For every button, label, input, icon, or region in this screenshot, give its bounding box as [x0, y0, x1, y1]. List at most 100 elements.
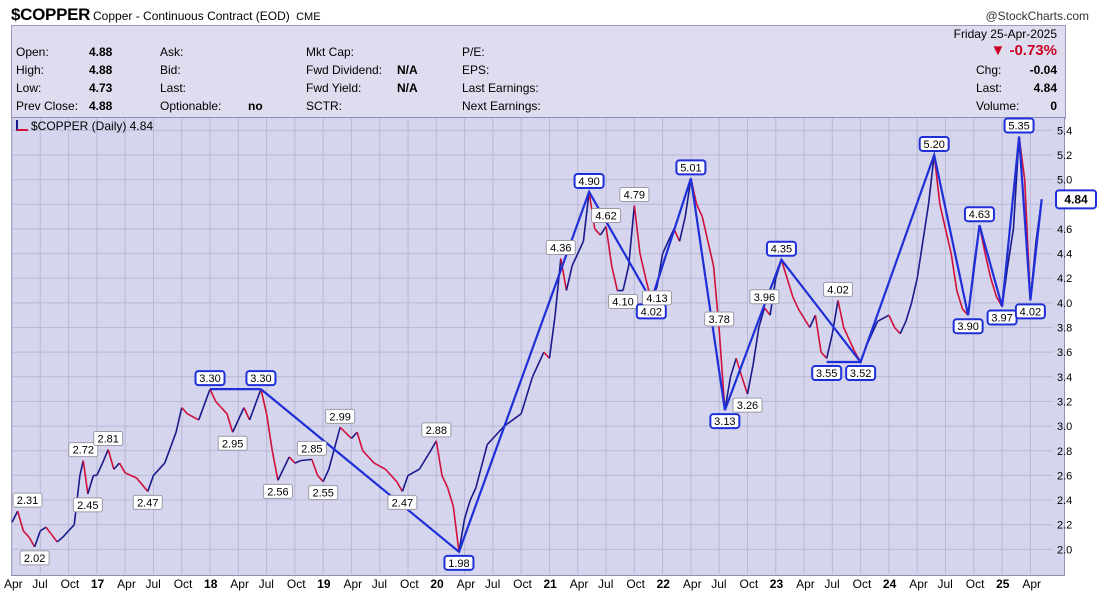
legend-text: $COPPER (Daily) 4.84: [31, 119, 154, 133]
price-label-box: [608, 294, 639, 310]
price-segment: [384, 468, 398, 483]
price-segment: [231, 407, 245, 433]
price-label: 5.35: [1008, 120, 1029, 132]
y-tick-label: 2.8: [1057, 446, 1072, 458]
x-tick-label: Apr: [570, 577, 589, 591]
x-tick-label: Jul: [824, 577, 839, 591]
price-segment: [763, 307, 771, 316]
price-segment: [96, 462, 104, 476]
last-value-box: [1055, 189, 1097, 210]
price-segment: [209, 388, 217, 402]
y-tick-label: 2.6: [1057, 470, 1072, 482]
price-segment: [984, 253, 992, 279]
price-segment: [956, 290, 964, 310]
price-segment: [877, 314, 890, 323]
price-segment: [260, 388, 268, 414]
label-high: High:: [16, 63, 45, 77]
price-label: 4.35: [771, 244, 792, 256]
price-label: 2.95: [222, 438, 243, 450]
swing-label-box: [675, 159, 707, 176]
price-label-box: [387, 494, 418, 510]
price-label-box: [68, 442, 99, 458]
price-segment: [741, 376, 749, 395]
price-label: 2.81: [97, 434, 118, 446]
x-tick-label: Apr: [343, 577, 362, 591]
price-label-box: [72, 497, 103, 513]
price-label: 4.13: [646, 293, 667, 305]
price-segment: [661, 240, 670, 254]
label-last: Last:: [976, 81, 1003, 95]
price-segment: [28, 536, 36, 548]
price-segment: [373, 462, 386, 470]
x-tick-label: Jul: [145, 577, 160, 591]
price-segment: [187, 413, 200, 421]
price-segment: [118, 462, 126, 474]
price-segment: [181, 407, 188, 415]
value-volume: 0: [1050, 99, 1057, 113]
price-label: 3.30: [250, 373, 271, 385]
swing-label-box: [845, 365, 877, 382]
price-segment: [780, 259, 788, 279]
value-prev-close: 4.88: [89, 99, 113, 113]
price-segment: [407, 468, 420, 477]
price-segment: [124, 472, 137, 479]
price-label: 2.99: [329, 411, 350, 423]
price-label: 2.55: [312, 488, 333, 500]
price-segment: [910, 278, 918, 304]
x-tick-label: 24: [883, 577, 897, 591]
price-segment: [701, 216, 709, 242]
price-segment: [452, 506, 460, 552]
y-tick-label: 2.2: [1057, 520, 1072, 532]
swing-label-box: [1003, 117, 1035, 134]
y-tick-label: 3.8: [1057, 323, 1072, 335]
price-label-box: [325, 408, 356, 424]
price-segment: [944, 228, 952, 254]
x-tick-label: Oct: [739, 577, 758, 591]
price-segment: [786, 277, 794, 297]
price-label: 5.01: [680, 162, 701, 174]
x-tick-label: Oct: [400, 577, 419, 591]
chart-legend: $COPPER (Daily) 4.84: [16, 119, 153, 133]
price-label-box: [591, 207, 622, 223]
price-segment: [990, 277, 998, 297]
value-high: 4.88: [89, 63, 113, 77]
x-tick-label: Jul: [32, 577, 47, 591]
x-tick-label: 19: [317, 577, 331, 591]
price-segment: [11, 510, 19, 523]
price-segment: [837, 300, 845, 328]
price-label-box: [641, 290, 672, 306]
x-tick-label: 21: [543, 577, 557, 591]
price-segment: [107, 449, 115, 470]
value-chg: -0.04: [1029, 63, 1057, 77]
price-segment: [418, 450, 432, 470]
price-label: 3.13: [714, 416, 735, 428]
price-segment: [50, 534, 58, 543]
price-label: 2.31: [17, 495, 38, 507]
x-tick-label: Apr: [117, 577, 136, 591]
x-tick-label: Oct: [513, 577, 532, 591]
price-segment: [101, 449, 109, 464]
label-ask: Ask:: [160, 45, 184, 59]
price-segment: [543, 351, 551, 359]
price-label: 4.10: [612, 297, 633, 309]
price-segment: [927, 154, 935, 205]
price-segment: [746, 364, 754, 395]
price-segment: [548, 315, 556, 359]
x-tick-label: Jul: [711, 577, 726, 591]
price-segment: [554, 258, 562, 316]
price-segment: [848, 339, 856, 353]
price-label: 3.90: [957, 321, 978, 333]
price-label: 3.30: [199, 373, 220, 385]
label-low: Low:: [16, 81, 42, 95]
price-segment: [639, 253, 647, 279]
price-label: 2.85: [301, 443, 322, 455]
price-label: 4.02: [1020, 306, 1041, 318]
price-segment: [396, 481, 404, 492]
price-segment: [627, 205, 636, 266]
value-optionable: no: [248, 99, 263, 113]
price-segment: [797, 308, 811, 328]
price-label-box: [217, 435, 248, 451]
label-eps: EPS:: [462, 63, 490, 77]
price-segment: [565, 265, 573, 291]
